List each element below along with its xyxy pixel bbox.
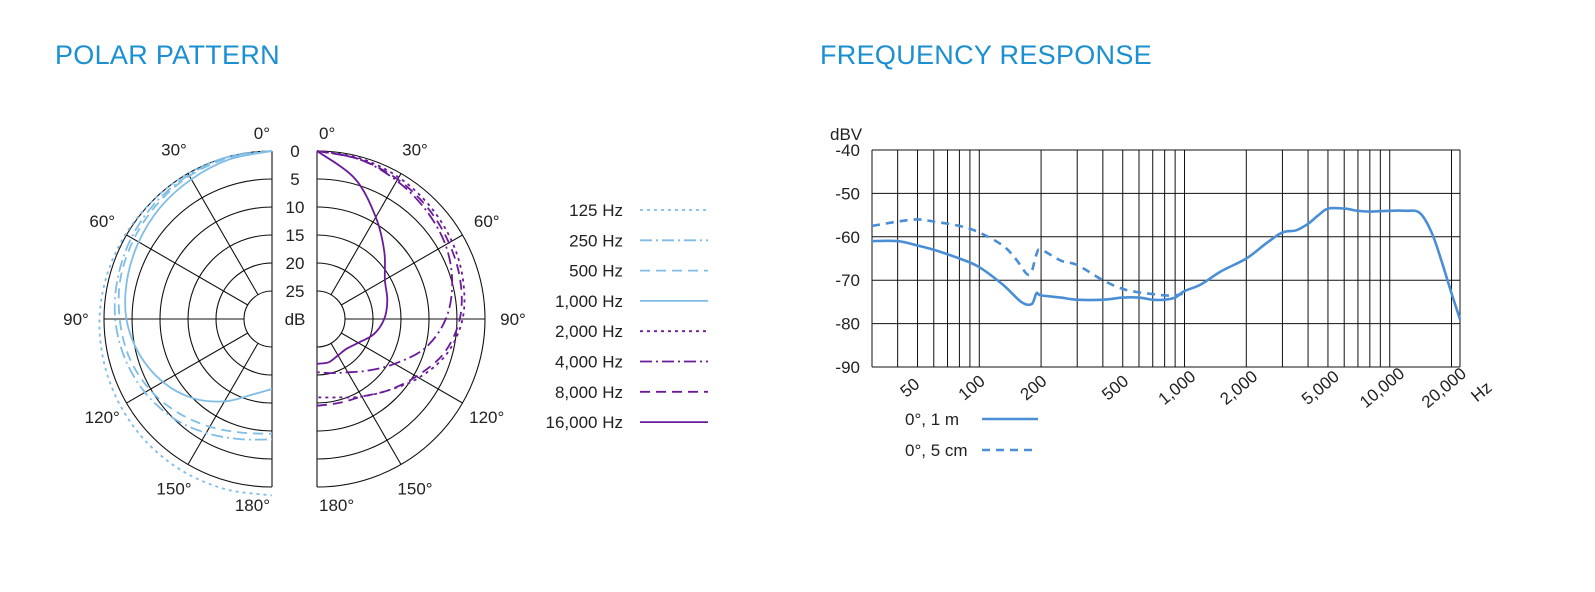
polar-spoke-left [126,234,249,306]
legend-label: 4,000 Hz [555,353,623,372]
freq-x-tick: 50 [897,374,924,401]
polar-db-tick: 5 [290,170,299,189]
polar-angle-label: 0° [254,124,270,143]
freq-y-tick: -70 [835,271,860,290]
polar-angle-label: 30° [402,140,428,159]
legend-label: 2,000 Hz [555,322,623,341]
polar-series-line [316,150,463,407]
polar-pattern-title: POLAR PATTERN [55,40,280,70]
polar-spoke-left [126,332,249,404]
polar-angle-label: 90° [500,310,526,329]
legend-label: 1,000 Hz [555,292,623,311]
freq-x-tick: 20,000 [1418,364,1470,412]
freq-series-line [871,206,1462,320]
polar-spoke-right [340,234,463,306]
polar-spoke-left [187,173,259,296]
polar-db-tick: 0 [290,142,299,161]
freq-x-label: Hz [1467,378,1495,406]
freq-x-tick: 5,000 [1298,367,1343,409]
freq-legend-label: 0°, 1 m [905,410,959,429]
polar-db-unit: dB [285,310,306,329]
polar-spoke-right [330,342,402,465]
freq-legend-label: 0°, 5 cm [905,441,968,460]
legend-label: 250 Hz [569,231,623,250]
legend-label: 8,000 Hz [555,383,623,402]
polar-angle-label: 60° [474,212,500,231]
polar-angle-label: 120° [469,408,504,427]
freq-x-tick: 1,000 [1155,367,1200,409]
polar-db-tick: 10 [286,198,305,217]
polar-series-line [117,150,273,435]
polar-angle-label: 150° [397,480,432,499]
polar-grid [103,150,486,488]
polar-spoke-right [330,173,402,296]
polar-angle-label: 60° [89,212,115,231]
polar-spoke-left [187,342,259,465]
polar-db-tick: 25 [286,282,305,301]
polar-series-line [124,150,273,403]
polar-angle-label: 180° [319,496,354,515]
freq-y-tick: -90 [835,358,860,377]
polar-series-line [316,150,389,365]
freq-y-tick: -50 [835,184,860,203]
polar-series-line [113,150,273,441]
legend-label: 16,000 Hz [546,413,624,432]
polar-angle-label: 30° [161,140,187,159]
freq-y-label: dBV [830,125,863,144]
freq-y-tick: -60 [835,228,860,247]
polar-series-line [316,150,466,399]
polar-series-line [316,150,454,375]
polar-angle-label: 90° [63,310,89,329]
frequency-response-title: FREQUENCY RESPONSE [820,40,1152,70]
polar-angle-label: 0° [319,124,335,143]
polar-db-tick: 20 [286,254,305,273]
polar-angle-label: 150° [156,480,191,499]
polar-series-line [98,150,273,497]
freq-x-tick: 100 [955,371,989,404]
legend-label: 500 Hz [569,262,623,281]
freq-x-tick: 500 [1098,371,1132,404]
freq-x-tick: 2,000 [1216,367,1261,409]
freq-y-tick: -40 [835,141,860,160]
legend-label: 125 Hz [569,201,623,220]
polar-angle-label: 120° [85,408,120,427]
freq-series-line [871,218,1185,297]
freq-x-tick: 10,000 [1356,364,1408,412]
polar-angle-label: 180° [235,496,270,515]
freq-x-tick: 200 [1017,371,1051,404]
freq-y-tick: -80 [835,315,860,334]
polar-db-tick: 15 [286,226,305,245]
polar-spoke-right [340,332,463,404]
